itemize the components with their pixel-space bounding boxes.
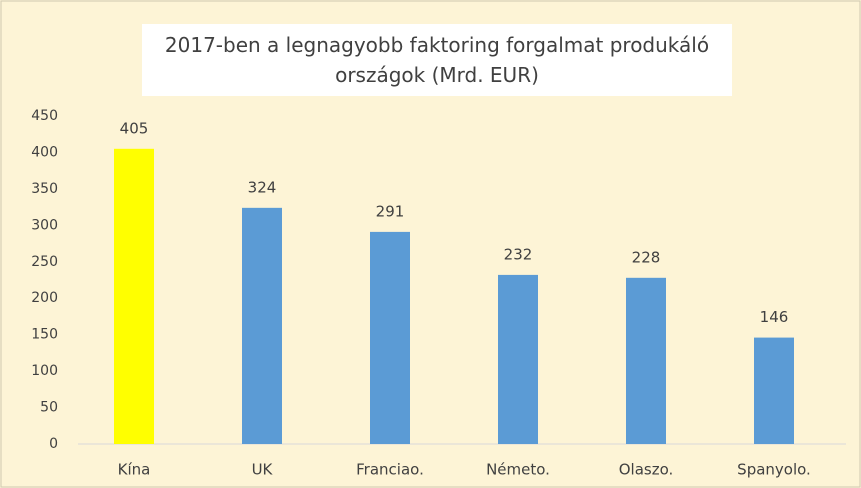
chart-title: 2017-ben a legnagyobb faktoring forgalma… [142, 24, 732, 96]
y-tick-label: 0 [49, 436, 58, 452]
data-label: 146 [760, 308, 789, 326]
y-tick-label: 150 [31, 327, 58, 343]
data-label: 405 [120, 119, 149, 137]
bar [754, 337, 794, 444]
bar [242, 207, 282, 444]
y-tick-label: 250 [31, 254, 58, 270]
y-tick-label: 400 [31, 144, 58, 160]
bar [498, 274, 538, 444]
bar [626, 277, 666, 444]
y-tick-label: 50 [40, 400, 58, 416]
x-tick-label: UK [252, 461, 274, 479]
y-tick-label: 350 [31, 181, 58, 197]
y-tick-label: 100 [31, 363, 58, 379]
bar [370, 231, 410, 444]
x-tick-label: Franciao. [356, 461, 424, 479]
x-tick-label: Kína [118, 461, 151, 479]
data-label: 324 [248, 178, 277, 196]
data-label: 228 [632, 248, 661, 266]
x-tick-label: Spanyolo. [737, 461, 811, 479]
x-tick-label: Németo. [486, 461, 550, 479]
y-tick-label: 300 [31, 217, 58, 233]
x-tick-label: Olaszo. [619, 461, 674, 479]
bar [114, 148, 154, 445]
data-label: 232 [504, 245, 533, 263]
y-tick-label: 200 [31, 290, 58, 306]
y-tick-label: 450 [31, 108, 58, 124]
data-label: 291 [376, 202, 405, 220]
